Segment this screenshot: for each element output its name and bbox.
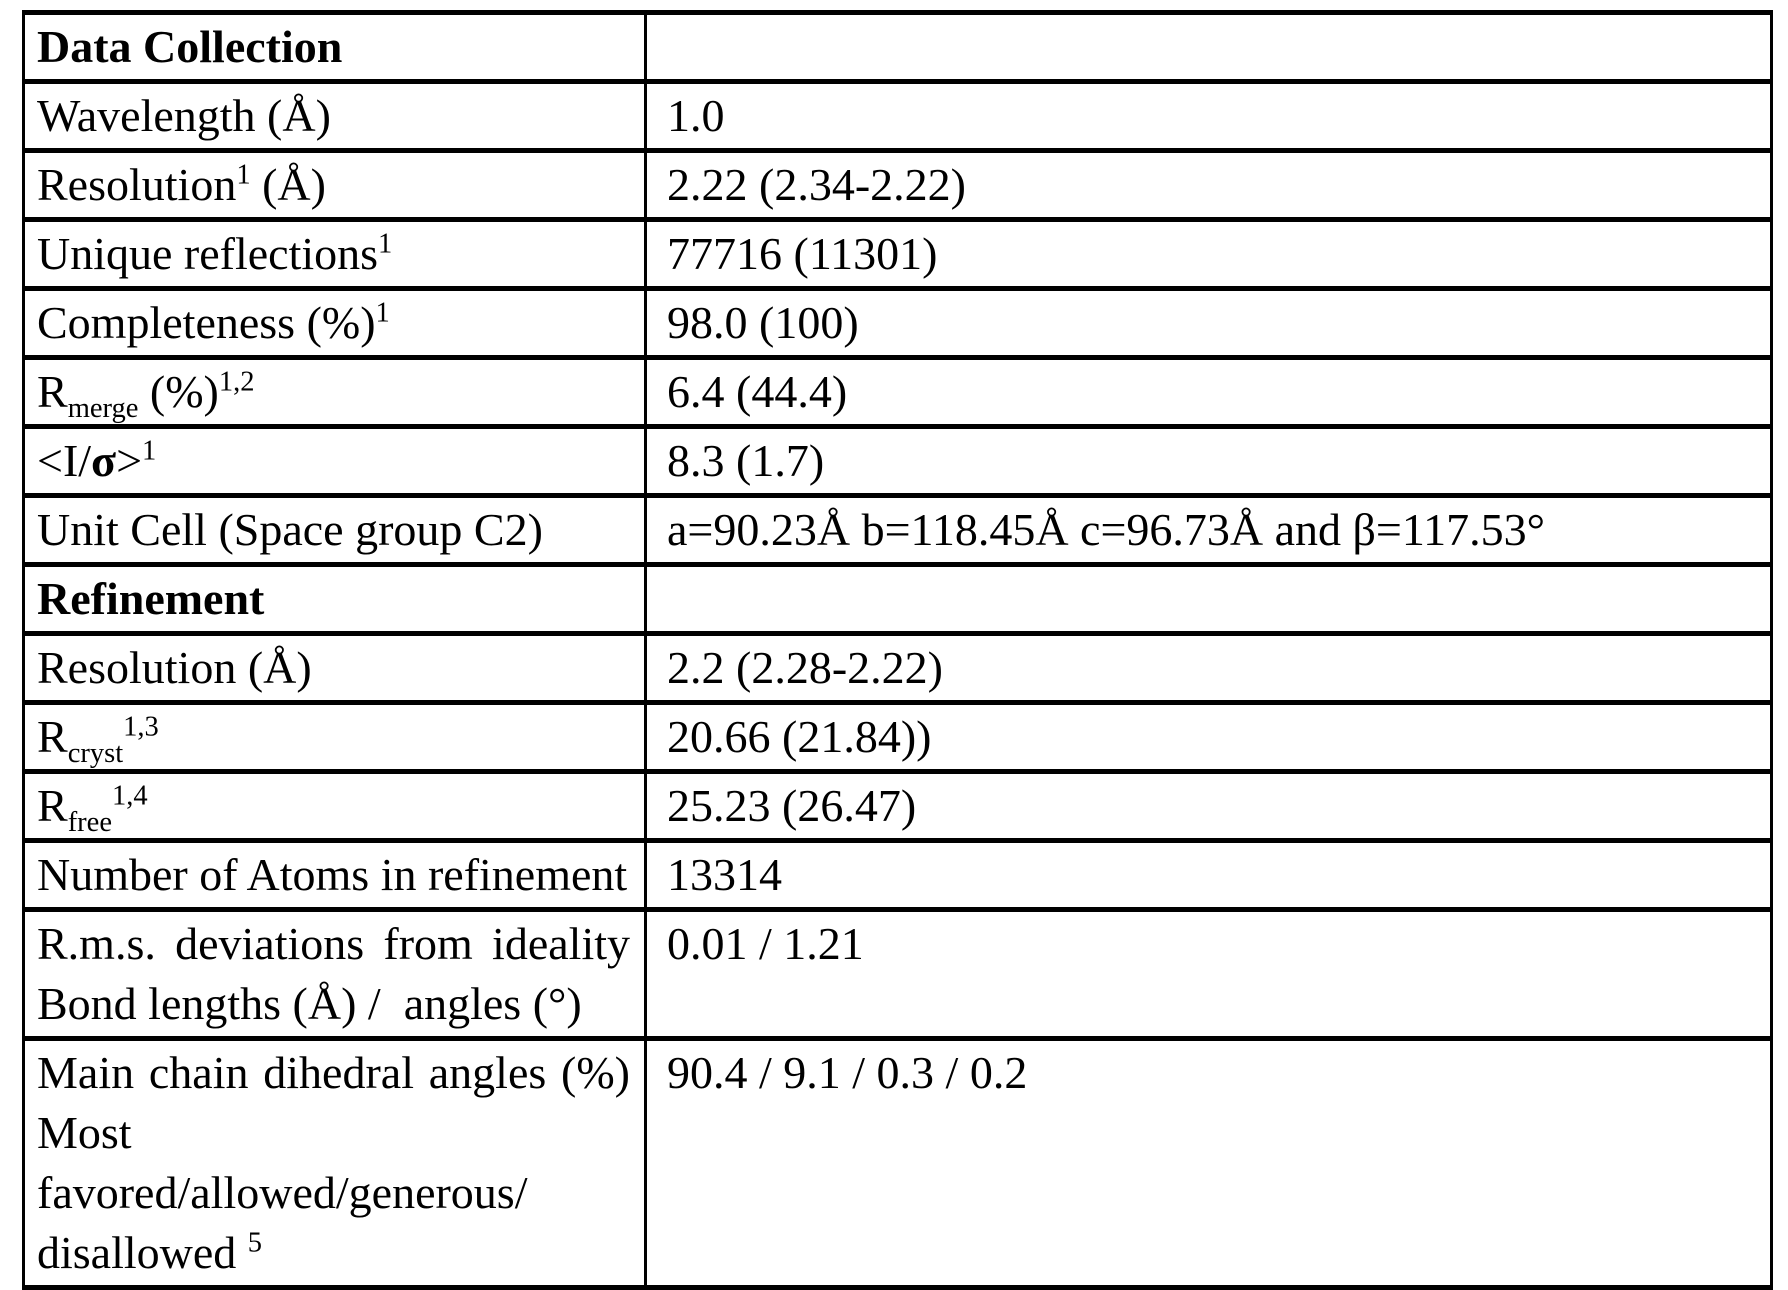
label-text: disallowed: [37, 1227, 248, 1278]
row-label-cell: Unique reflections1: [22, 217, 647, 291]
label-text: Main chain dihedral angles (%): [37, 1047, 630, 1098]
label-text: Unique reflections: [37, 228, 379, 279]
table-row: <I/σ>1 8.3 (1.7): [22, 424, 1773, 498]
label-text: 5: [247, 1227, 263, 1259]
label-text: Completeness (%): [37, 297, 376, 348]
label-line: Main chain dihedral angles (%): [37, 1044, 630, 1104]
label-text: >: [116, 435, 143, 486]
table-row: Main chain dihedral angles (%) Most favor…: [22, 1036, 1773, 1290]
label-line: <I/σ>1: [37, 432, 630, 491]
row-value-cell: 25.23 (26.47): [644, 769, 1773, 843]
label-text: (Å): [250, 159, 326, 210]
label-line: Resolution (Å): [37, 639, 630, 698]
label-text: <I/: [37, 435, 92, 486]
label-line: Rfree1,4: [37, 777, 630, 839]
label-text: 1,3: [123, 711, 159, 743]
row-value-cell: [644, 562, 1773, 636]
label-line: Rcryst1,3: [37, 708, 630, 770]
row-value-cell: 1.0: [644, 79, 1773, 153]
row-value-cell: 20.66 (21.84)): [644, 700, 1773, 774]
label-line: Resolution1 (Å): [37, 156, 630, 215]
label-line: Number of Atoms in refinement: [37, 846, 630, 905]
label-line: Data Collection: [37, 18, 630, 77]
row-label-cell: Unit Cell (Space group C2): [22, 493, 647, 567]
section-header-cell: Data Collection: [22, 10, 647, 84]
label-text: 1: [375, 297, 390, 329]
table-row: Resolution (Å) 2.2 (2.28-2.22): [22, 631, 1773, 705]
label-line: Unit Cell (Space group C2): [37, 501, 630, 560]
row-value-cell: 8.3 (1.7): [644, 424, 1773, 498]
row-label-cell: Wavelength (Å): [22, 79, 647, 153]
table-row: Rmerge (%)1,2 6.4 (44.4): [22, 355, 1773, 429]
page: Data Collection Wavelength (Å) 1.0 Resoluti…: [22, 10, 1773, 1290]
section-header-cell: Refinement: [22, 562, 647, 636]
table-row: Unit Cell (Space group C2) a=90.23Å b=118…: [22, 493, 1773, 567]
table-row: Rcryst1,3 20.66 (21.84)): [22, 700, 1773, 774]
table-row: R.m.s. deviations from ideality Bond leng…: [22, 907, 1773, 1041]
label-line: Refinement: [37, 570, 630, 629]
row-value-cell: 13314: [644, 838, 1773, 912]
row-value-cell: a=90.23Å b=118.45Å c=96.73Å and β=117.53…: [644, 493, 1773, 567]
row-value-cell: 77716 (11301): [644, 217, 1773, 291]
table-row: Unique reflections1 77716 (11301): [22, 217, 1773, 291]
row-value-cell: 0.01 / 1.21: [644, 907, 1773, 1041]
row-value-cell: [644, 10, 1773, 84]
label-text: σ: [91, 435, 117, 486]
label-text: Unit Cell (Space group C2): [37, 504, 543, 555]
label-line: Wavelength (Å): [37, 87, 630, 146]
label-text: 1: [236, 159, 251, 191]
label-text: merge: [67, 393, 139, 425]
row-value-cell: 6.4 (44.4): [644, 355, 1773, 429]
row-label-cell: <I/σ>1: [22, 424, 647, 498]
label-line: Rmerge (%)1,2: [37, 363, 630, 425]
label-text: Bond lengths (Å) / angles (°): [37, 978, 582, 1029]
crystallographic-statistics-table: Data Collection Wavelength (Å) 1.0 Resoluti…: [22, 10, 1773, 1290]
table-row: Wavelength (Å) 1.0: [22, 79, 1773, 153]
row-label-cell: Resolution (Å): [22, 631, 647, 705]
label-text: 1: [378, 228, 393, 260]
label-line: R.m.s. deviations from ideality: [37, 915, 630, 975]
label-text: Resolution: [37, 159, 237, 210]
label-line: Unique reflections1: [37, 225, 630, 284]
table-row: Resolution1 (Å) 2.22 (2.34-2.22): [22, 148, 1773, 222]
row-label-cell: Number of Atoms in refinement: [22, 838, 647, 912]
row-value-cell: 98.0 (100): [644, 286, 1773, 360]
row-label-cell: Completeness (%)1: [22, 286, 647, 360]
label-text: 1,2: [218, 366, 255, 398]
row-value-cell: 2.2 (2.28-2.22): [644, 631, 1773, 705]
label-text: (%): [138, 366, 219, 417]
table-row: Rfree1,4 25.23 (26.47): [22, 769, 1773, 843]
table-row: Refinement: [22, 562, 1773, 636]
label-text: Most favored/allowed/generous/: [37, 1107, 528, 1218]
row-label-cell: Rcryst1,3: [22, 700, 647, 774]
label-text: free: [67, 807, 112, 839]
label-text: Refinement: [37, 573, 265, 624]
row-label-cell: R.m.s. deviations from ideality Bond leng…: [22, 907, 647, 1041]
row-value-cell: 90.4 / 9.1 / 0.3 / 0.2: [644, 1036, 1773, 1290]
label-text: R: [37, 780, 68, 831]
label-text: Data Collection: [37, 21, 343, 72]
table-row: Completeness (%)1 98.0 (100): [22, 286, 1773, 360]
row-label-cell: Resolution1 (Å): [22, 148, 647, 222]
row-label-cell: Rfree1,4: [22, 769, 647, 843]
label-text: R: [37, 711, 68, 762]
label-line: Completeness (%)1: [37, 294, 630, 353]
row-label-cell: Main chain dihedral angles (%) Most favor…: [22, 1036, 647, 1290]
label-text: R.m.s. deviations from ideality: [37, 918, 630, 969]
label-text: R: [37, 366, 68, 417]
table-body: Data Collection Wavelength (Å) 1.0 Resoluti…: [22, 10, 1773, 1290]
label-line: Most favored/allowed/generous/: [37, 1103, 630, 1223]
label-line: Bond lengths (Å) / angles (°): [37, 974, 630, 1034]
label-line: disallowed 5: [37, 1223, 630, 1283]
row-label-cell: Rmerge (%)1,2: [22, 355, 647, 429]
label-text: Wavelength (Å): [37, 90, 331, 141]
label-text: 1,4: [112, 780, 148, 812]
table-row: Number of Atoms in refinement 13314: [22, 838, 1773, 912]
label-text: Resolution (Å): [37, 642, 312, 693]
label-text: cryst: [67, 738, 124, 770]
row-value-cell: 2.22 (2.34-2.22): [644, 148, 1773, 222]
label-text: 1: [142, 435, 157, 467]
table-row: Data Collection: [22, 10, 1773, 84]
label-text: Number of Atoms in refinement: [37, 849, 628, 900]
